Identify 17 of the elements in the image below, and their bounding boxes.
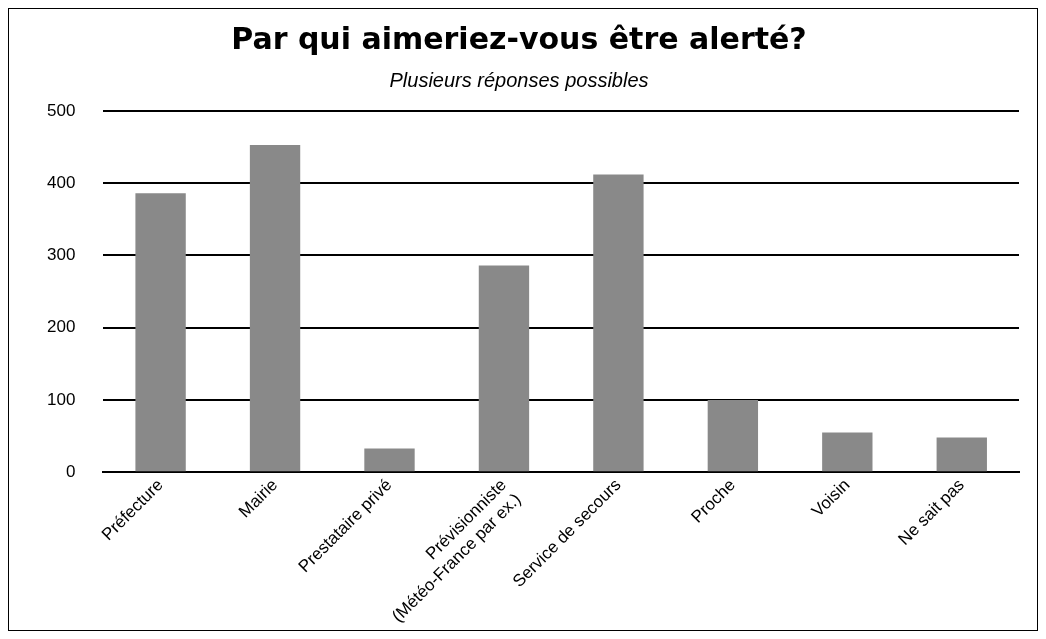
chart-title: Par qui aimeriez-vous être alerté?: [231, 20, 807, 56]
bar: [364, 448, 415, 472]
bar: [936, 437, 987, 472]
y-tick-label: 200: [46, 317, 76, 337]
bar: [135, 193, 186, 472]
bar: [707, 399, 759, 472]
y-tick-label: 0: [65, 461, 76, 481]
bar: [822, 432, 873, 472]
chart-subtitle: Plusieurs réponses possibles: [389, 68, 649, 91]
bar: [249, 144, 301, 472]
bar: [593, 174, 644, 472]
y-tick-label: 300: [46, 245, 76, 265]
bar: [478, 265, 530, 472]
x-tick-label: Ne sait pas: [894, 475, 968, 549]
y-tick-label: 100: [46, 389, 76, 409]
y-tick-label: 400: [46, 172, 76, 192]
y-tick-label: 500: [46, 100, 76, 120]
